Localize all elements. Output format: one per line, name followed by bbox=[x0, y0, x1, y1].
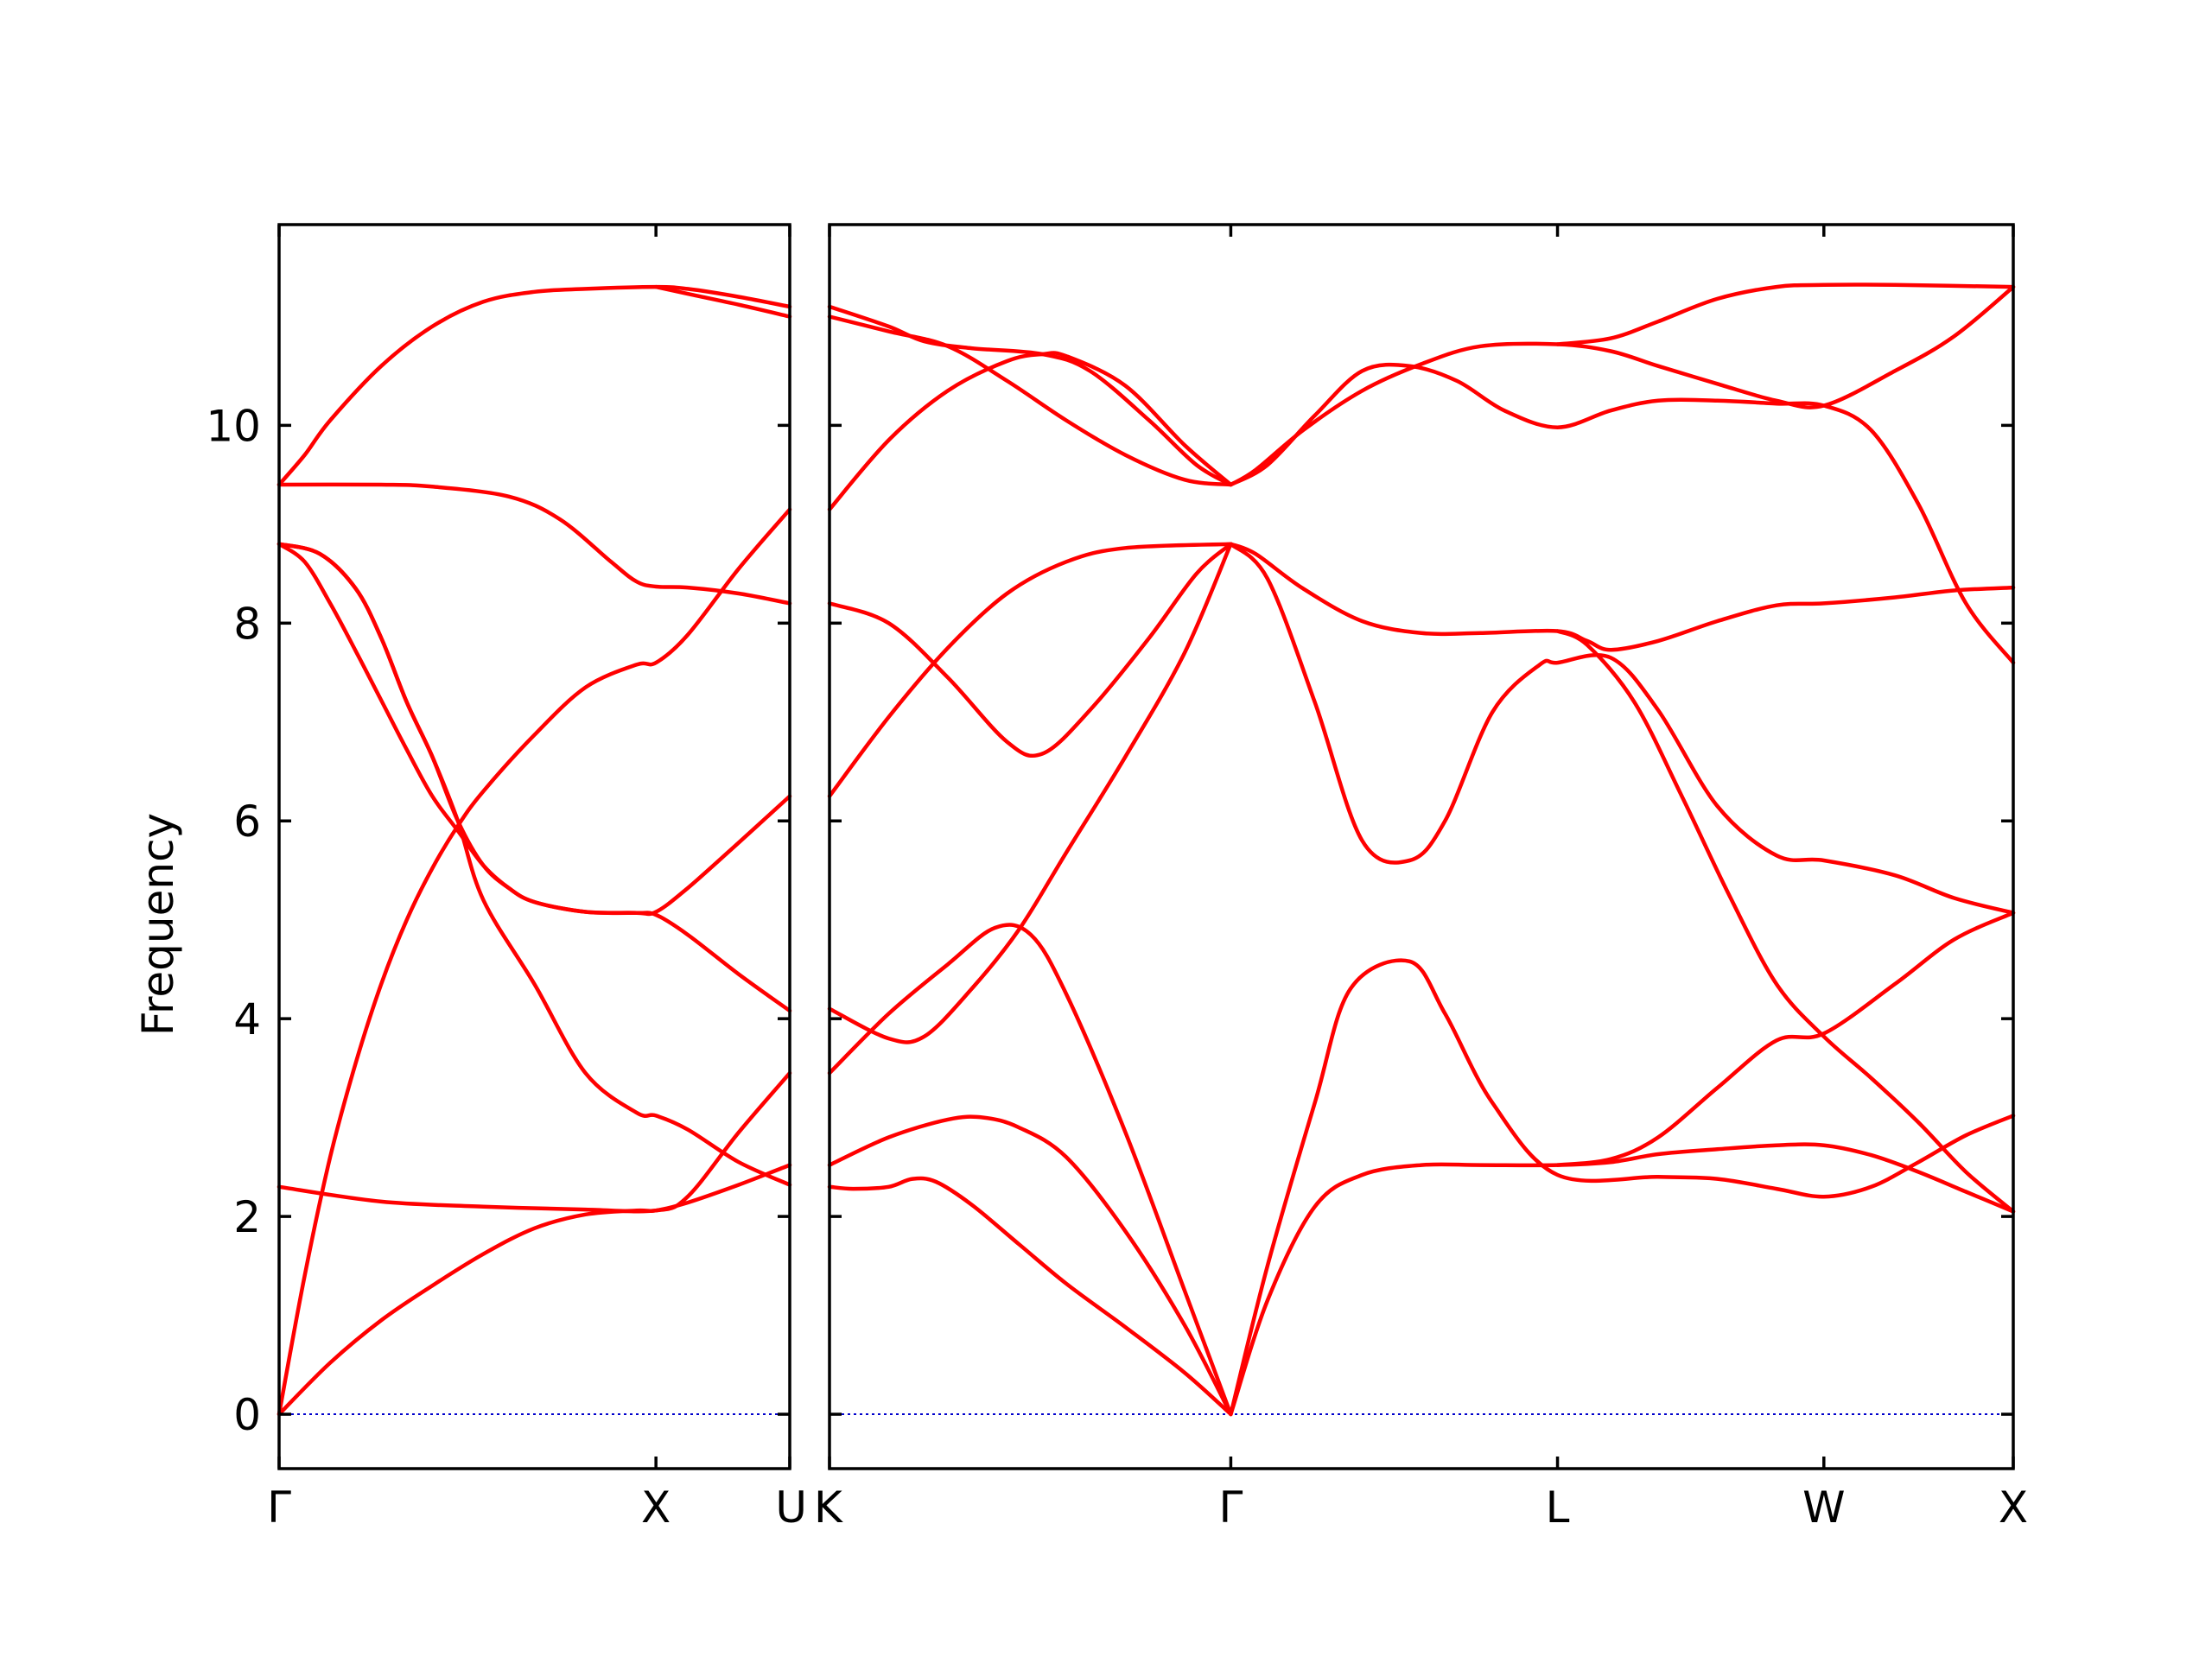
x-tick-label: Γ bbox=[1219, 1482, 1243, 1533]
y-tick-label: 8 bbox=[233, 599, 261, 649]
x-tick-label: L bbox=[1546, 1482, 1570, 1533]
phonon-band-k-gamma-l-w-x-17 bbox=[1555, 629, 2016, 1214]
x-tick-label: X bbox=[1999, 1482, 2028, 1533]
x-tick-label: K bbox=[814, 1482, 843, 1533]
tick-labels: Γ X U K Γ L W X 0 2 4 6 8 10 bbox=[206, 401, 2028, 1533]
phonon-band-k-gamma-l-w-x-15 bbox=[1229, 362, 2016, 665]
y-tick-label: 6 bbox=[233, 797, 261, 847]
phonon-band-gamma-x-u-7 bbox=[276, 482, 792, 606]
panel-frame-gamma-x-u bbox=[277, 223, 791, 1470]
phonon-band-gamma-x-u-8 bbox=[276, 284, 792, 487]
phonon-band-k-gamma-l-w-x-2 bbox=[827, 1114, 1233, 1417]
x-tick-label: U bbox=[775, 1482, 807, 1533]
phonon-band-k-gamma-l-w-x-3 bbox=[827, 542, 1233, 1044]
phonon-band-k-gamma-l-w-x-16 bbox=[1555, 282, 2016, 346]
phonon-band-k-gamma-l-w-x-8 bbox=[827, 314, 1233, 487]
y-tick-label: 2 bbox=[233, 1192, 261, 1242]
phonon-band-k-gamma-l-w-x-18 bbox=[1555, 911, 2016, 1167]
phonon-band-k-gamma-l-w-x-5 bbox=[827, 542, 1233, 759]
x-tick-label: Γ bbox=[267, 1482, 291, 1533]
phonon-band-k-gamma-l-w-x-12 bbox=[1229, 542, 2016, 915]
x-tick-label: W bbox=[1802, 1482, 1845, 1533]
phonon-band-k-gamma-l-w-x-4 bbox=[827, 923, 1233, 1417]
x-tick-label: X bbox=[641, 1482, 671, 1533]
phonon-band-gamma-x-u-1 bbox=[276, 1163, 792, 1417]
axes-frames bbox=[277, 223, 2015, 1470]
phonon-band-gamma-x-u-5 bbox=[276, 542, 792, 1013]
phonon-band-gamma-x-u-2 bbox=[276, 507, 792, 1417]
phonon-band-k-gamma-l-w-x-11 bbox=[1229, 958, 2016, 1417]
phonon-band-k-gamma-l-w-x-6 bbox=[827, 542, 1233, 798]
axis-ticks bbox=[277, 225, 2015, 1469]
y-axis-label: Frequency bbox=[133, 813, 183, 1036]
phonon-band-k-gamma-l-w-x-1 bbox=[827, 1176, 1233, 1417]
band-lines bbox=[276, 282, 2016, 1417]
phonon-band-k-gamma-l-w-x-14 bbox=[1229, 284, 2016, 487]
phonon-band-k-gamma-l-w-x-7 bbox=[827, 351, 1233, 511]
phonon-band-k-gamma-l-w-x-9 bbox=[827, 304, 1233, 487]
phonon-band-k-gamma-l-w-x-13 bbox=[1229, 542, 2016, 652]
phonon-band-gamma-x-u-9 bbox=[653, 284, 792, 319]
panel-frame-k-gamma-l-w-x bbox=[828, 223, 2015, 1470]
y-tick-label: 10 bbox=[206, 401, 261, 451]
y-tick-label: 0 bbox=[233, 1390, 261, 1440]
phonon-band-gamma-x-u-6 bbox=[276, 1070, 792, 1214]
y-tick-label: 4 bbox=[233, 994, 261, 1044]
phonon-band-k-gamma-l-w-x-10 bbox=[1229, 1142, 2016, 1417]
